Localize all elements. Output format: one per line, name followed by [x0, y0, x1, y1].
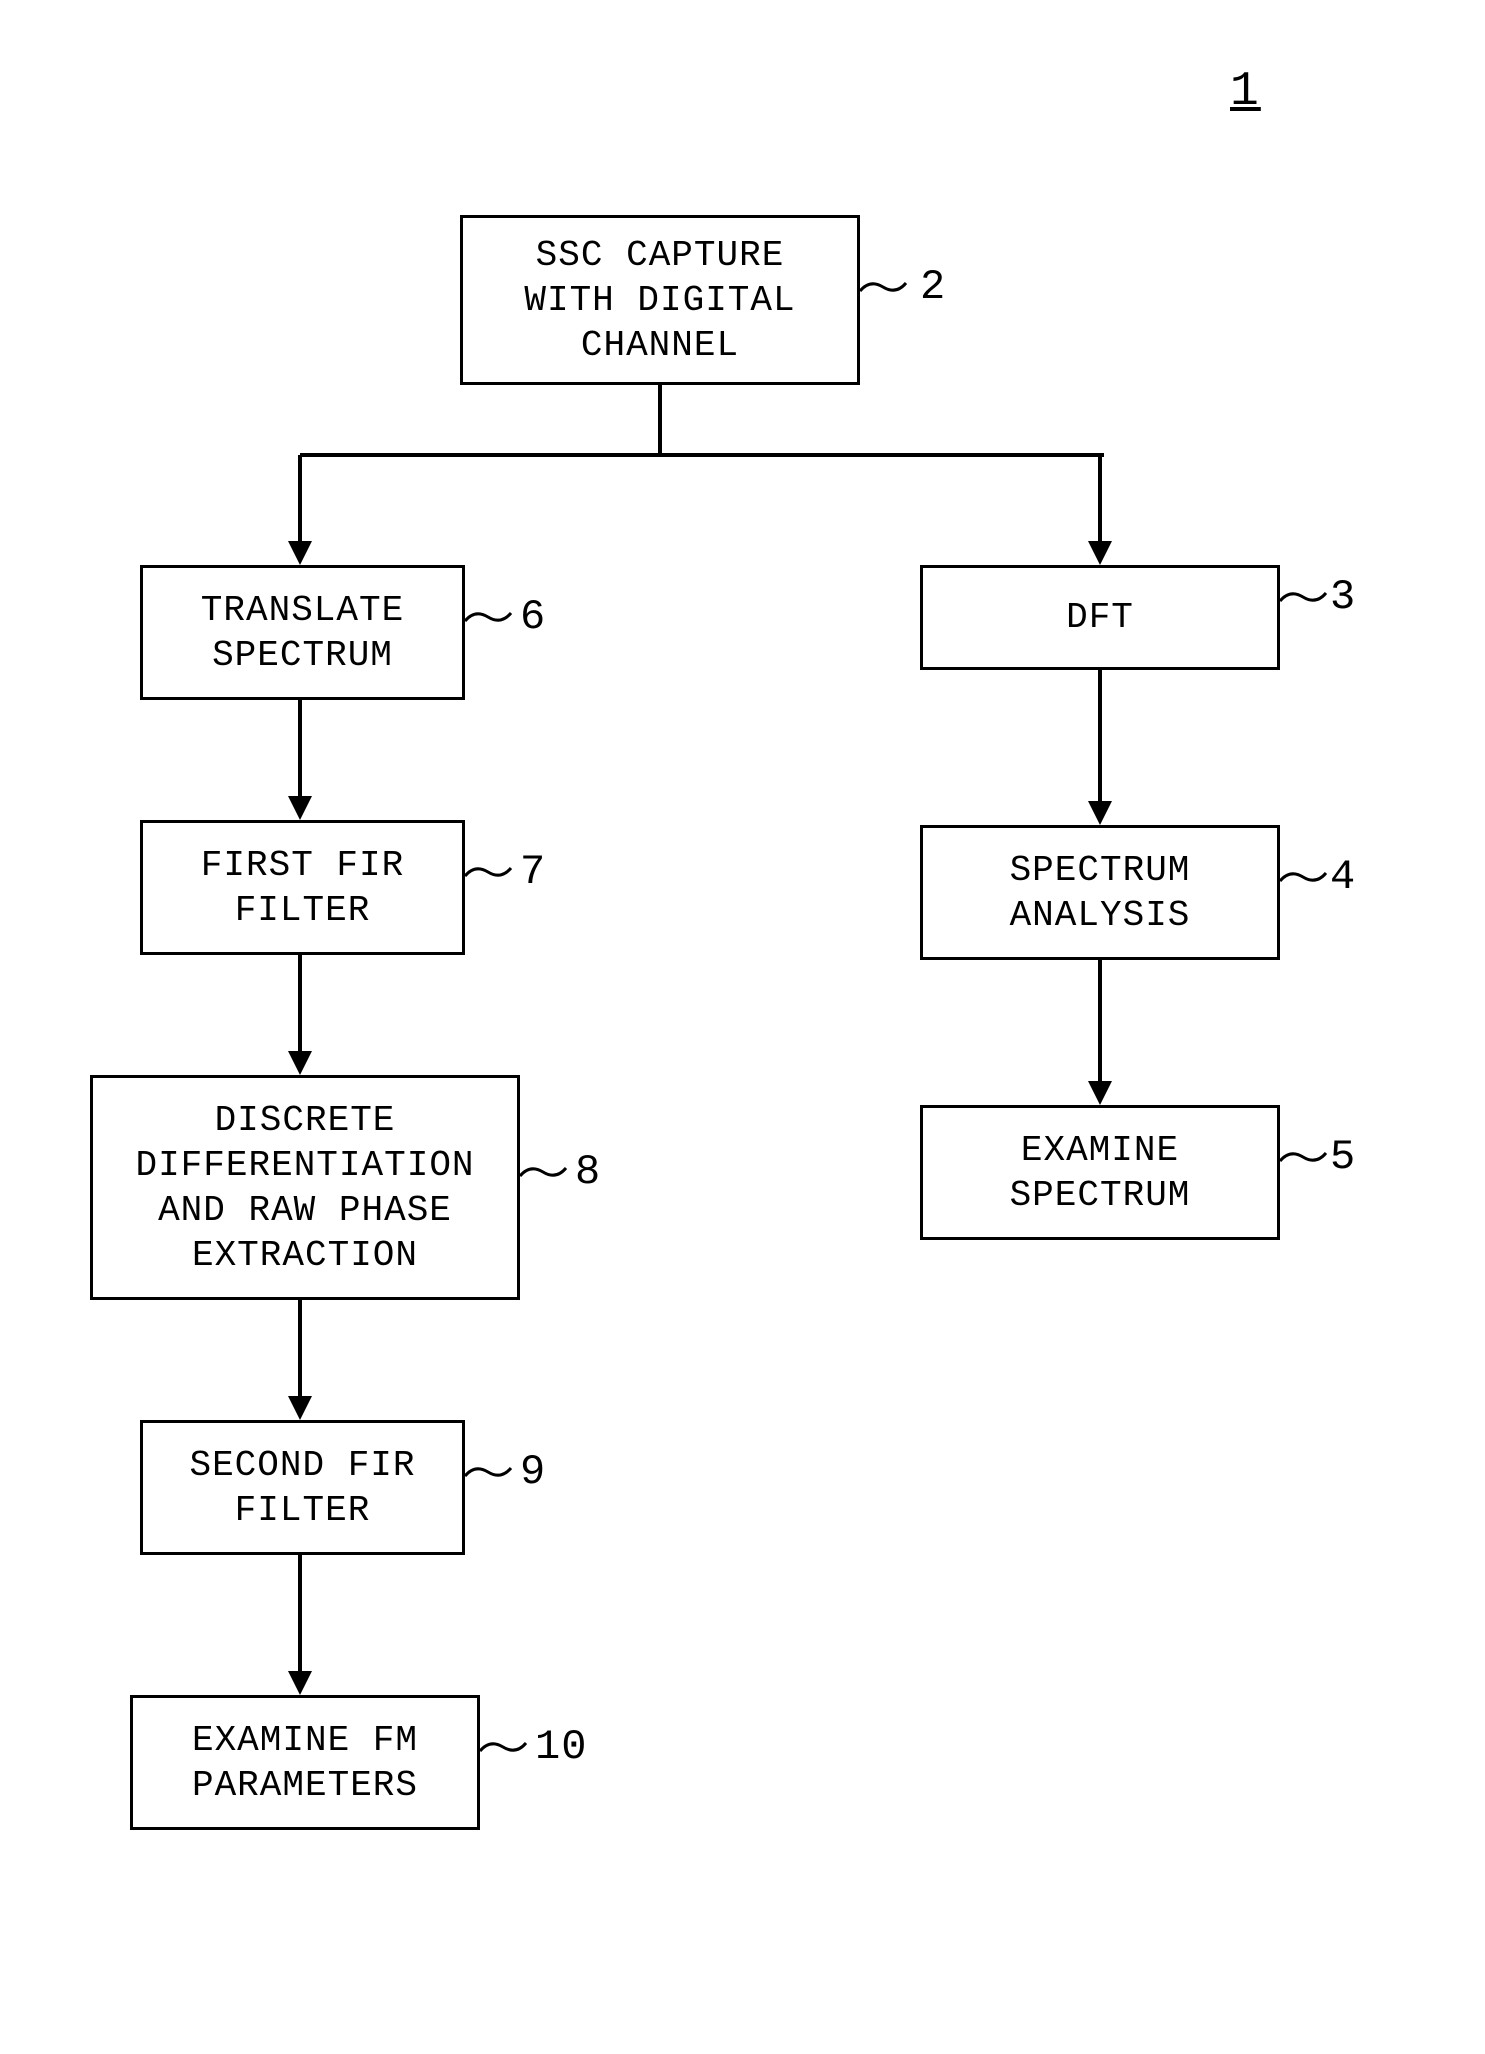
edge-second-fir-examine-fm-arrowhead	[288, 1671, 312, 1695]
ref-label-first-fir: 7	[520, 848, 546, 896]
edge-spectrum-analysis-examine-spectrum-arrowhead	[1088, 1081, 1112, 1105]
ref-tilde-examine-fm	[478, 1737, 528, 1757]
edge-discrete-diff-second-fir-arrowhead	[288, 1396, 312, 1420]
edge-translate-spectrum-first-fir-line	[298, 700, 302, 796]
split-right-arrowhead	[1088, 541, 1112, 565]
edge-spectrum-analysis-examine-spectrum-line	[1098, 960, 1102, 1081]
split-horizontal	[300, 453, 1104, 457]
edge-discrete-diff-second-fir-line	[298, 1300, 302, 1396]
ref-label-ssc-capture: 2	[920, 263, 946, 311]
node-dft: DFT	[920, 565, 1280, 670]
figure-number: 1	[1230, 65, 1261, 119]
split-left-line	[298, 455, 302, 541]
node-discrete-diff: DISCRETEDIFFERENTIATIONAND RAW PHASEEXTR…	[90, 1075, 520, 1300]
ref-label-examine-spectrum: 5	[1330, 1133, 1356, 1181]
edge-dft-spectrum-analysis-arrowhead	[1088, 801, 1112, 825]
flowchart-diagram: 1 SSC CAPTUREWITH DIGITALCHANNEL 2 TRANSLA…	[0, 0, 1485, 2054]
ref-label-discrete-diff: 8	[575, 1148, 601, 1196]
node-ssc-capture: SSC CAPTUREWITH DIGITALCHANNEL	[460, 215, 860, 385]
ref-tilde-examine-spectrum	[1278, 1147, 1328, 1167]
edge-first-fir-discrete-diff-arrowhead	[288, 1051, 312, 1075]
node-second-fir: SECOND FIRFILTER	[140, 1420, 465, 1555]
ref-label-second-fir: 9	[520, 1448, 546, 1496]
ref-tilde-first-fir	[463, 862, 513, 882]
ref-label-dft: 3	[1330, 573, 1356, 621]
ref-label-examine-fm: 10	[535, 1723, 587, 1771]
split-right-line	[1098, 455, 1102, 541]
node-examine-spectrum: EXAMINESPECTRUM	[920, 1105, 1280, 1240]
split-stem	[658, 385, 662, 455]
node-translate-spectrum: TRANSLATESPECTRUM	[140, 565, 465, 700]
ref-label-spectrum-analysis: 4	[1330, 853, 1356, 901]
node-examine-fm: EXAMINE FMPARAMETERS	[130, 1695, 480, 1830]
ref-tilde-discrete-diff	[518, 1162, 568, 1182]
edge-second-fir-examine-fm-line	[298, 1555, 302, 1671]
edge-dft-spectrum-analysis-line	[1098, 670, 1102, 801]
ref-label-translate-spectrum: 6	[520, 593, 546, 641]
ref-tilde-spectrum-analysis	[1278, 867, 1328, 887]
ref-tilde-translate-spectrum	[463, 607, 513, 627]
node-spectrum-analysis: SPECTRUMANALYSIS	[920, 825, 1280, 960]
ref-tilde-ssc-capture	[858, 277, 908, 297]
edge-first-fir-discrete-diff-line	[298, 955, 302, 1051]
ref-tilde-dft	[1278, 587, 1328, 607]
edge-translate-spectrum-first-fir-arrowhead	[288, 796, 312, 820]
ref-tilde-second-fir	[463, 1462, 513, 1482]
split-left-arrowhead	[288, 541, 312, 565]
node-first-fir: FIRST FIRFILTER	[140, 820, 465, 955]
